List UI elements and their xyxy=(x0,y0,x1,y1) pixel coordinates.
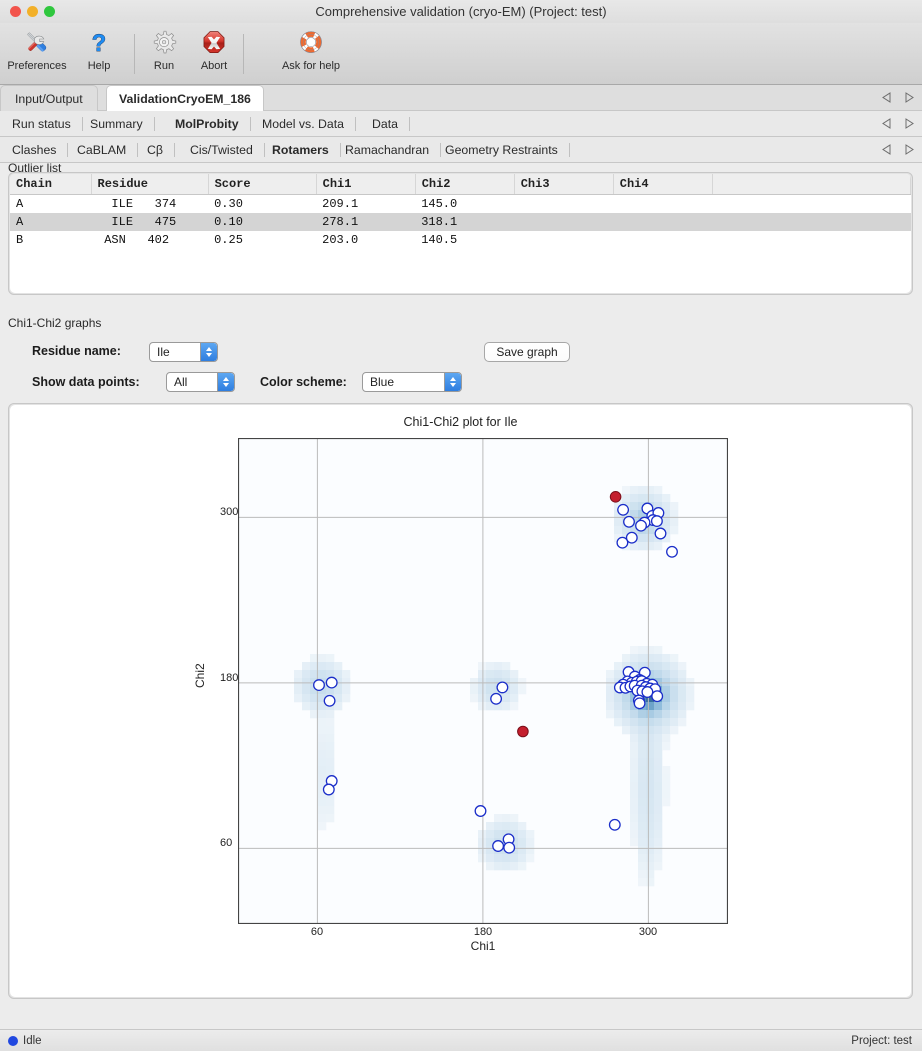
svg-text:?: ? xyxy=(92,30,106,56)
